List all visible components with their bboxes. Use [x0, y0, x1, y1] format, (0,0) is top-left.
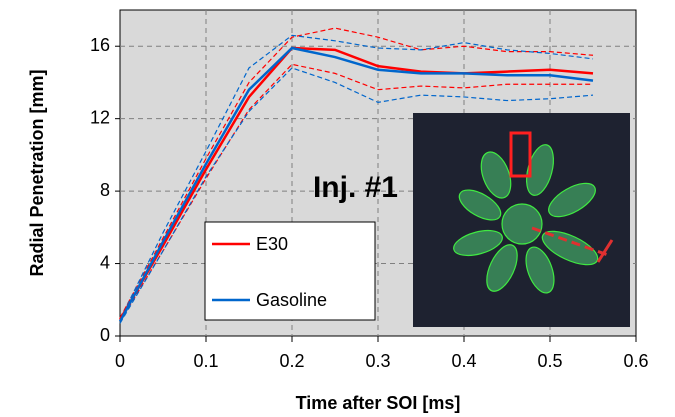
- y-axis-title: Radial Penetration [mm]: [27, 69, 47, 276]
- series-line: [118, 46, 594, 321]
- y-tick-label: 0: [100, 325, 110, 345]
- y-tick-label: 12: [90, 107, 110, 127]
- legend-label: Gasoline: [256, 290, 327, 310]
- legend-box: [204, 221, 376, 321]
- inset-image: [413, 113, 630, 327]
- x-tick-label: 0.2: [279, 351, 304, 371]
- annotation: Inj. #1: [313, 171, 398, 204]
- marker-box: [509, 131, 532, 178]
- marker-tick: [596, 239, 614, 263]
- x-tick-label: 0.3: [365, 351, 390, 371]
- band-line: [119, 34, 594, 320]
- x-tick-label: 0.4: [451, 351, 476, 371]
- band-line: [119, 27, 594, 319]
- x-tick-label: 0.6: [623, 351, 648, 371]
- series-line: [118, 46, 594, 323]
- x-axis-title: Time after SOI [ms]: [296, 393, 461, 413]
- x-tick-label: 0.5: [537, 351, 562, 371]
- x-tick-label: 0: [115, 351, 125, 371]
- band-line: [119, 63, 593, 322]
- y-tick-label: 8: [100, 180, 110, 200]
- spray-plumes: [453, 144, 599, 294]
- band-line: [119, 67, 594, 324]
- y-tick-label: 4: [100, 252, 110, 272]
- legend-label: E30: [256, 234, 288, 254]
- y-tick-label: 16: [90, 35, 110, 55]
- x-tick-label: 0.1: [193, 351, 218, 371]
- legend: E30 Gasoline: [204, 221, 376, 321]
